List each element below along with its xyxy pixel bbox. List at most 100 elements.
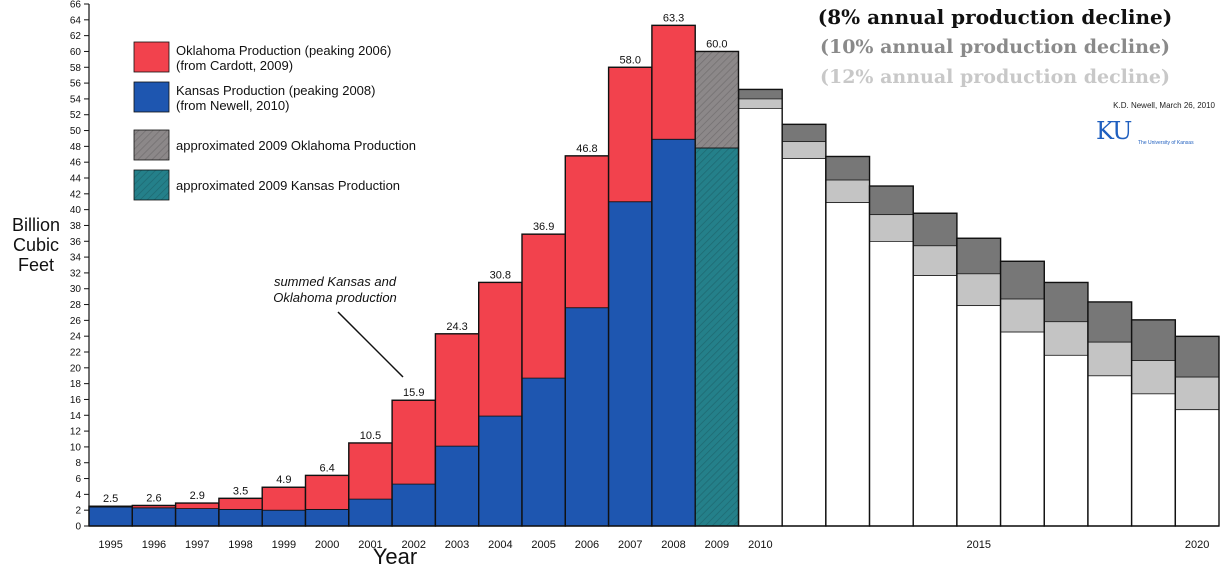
scenario-8-percent-title: (8% annual production decline) [817, 5, 1173, 29]
projection-segment-2017-10pct [1043, 321, 1089, 356]
projection-segment-2010-10pct [738, 98, 783, 109]
projection-segment-2020-12pct [1174, 409, 1220, 527]
data-label-2008: 63.3 [663, 12, 684, 24]
bar-kansas-2007 [608, 201, 653, 527]
projection-segment-2013-10pct [869, 214, 914, 242]
y-tick-label: 34 [70, 253, 82, 264]
x-tick-label-1998: 1998 [228, 539, 252, 551]
y-tick-label: 40 [70, 205, 82, 216]
y-axis-label-line-1: Billion [11, 215, 61, 235]
bar-oklahoma-2008 [651, 24, 696, 140]
y-tick-label: 38 [70, 221, 82, 232]
author-credit: K.D. Newell, March 26, 2010 [1113, 101, 1215, 110]
y-tick-label: 42 [70, 189, 82, 200]
legend-approx-oklahoma: approximated 2009 Oklahoma Production [176, 138, 416, 153]
y-tick-label: 14 [70, 411, 82, 422]
bar-kansas-2000 [305, 508, 350, 527]
projection-segment-2016-12pct [1000, 331, 1045, 527]
annotation-pointer [337, 311, 404, 378]
ku-logo: KU [1096, 117, 1132, 145]
y-tick-label: 60 [70, 47, 82, 58]
legend-kansas: Kansas Production (peaking 2008) (from N… [176, 83, 375, 113]
projection-segment-2013-12pct [869, 241, 914, 527]
y-tick-label: 46 [70, 158, 82, 169]
legend-oklahoma: Oklahoma Production (peaking 2006) (from… [176, 43, 391, 73]
y-tick-label: 22 [70, 348, 82, 359]
x-tick-label-2004: 2004 [488, 539, 512, 551]
bar-kansas-2009 [694, 147, 739, 527]
bar-kansas-2002 [391, 483, 436, 527]
projection-segment-2011-10pct [781, 141, 827, 159]
data-label-1998: 3.5 [233, 485, 248, 497]
projection-segment-2018-12pct [1087, 375, 1133, 527]
bar-oklahoma-1999 [261, 486, 306, 511]
y-tick-label: 32 [70, 268, 82, 279]
projection-segment-2015-10pct [956, 273, 1001, 307]
y-tick-label: 66 [70, 0, 82, 11]
projection-segment-2020-8pct [1174, 335, 1220, 378]
bar-oklahoma-2009 [694, 51, 739, 149]
bar-kansas-1995 [88, 506, 133, 527]
projection-segment-2019-8pct [1131, 319, 1176, 361]
x-tick-label-1996: 1996 [142, 539, 166, 551]
legend-oklahoma-source: (from Cardott, 2009) [176, 58, 294, 73]
y-tick-label: 0 [75, 522, 81, 533]
data-label-2009: 60.0 [706, 38, 727, 50]
y-tick-label: 30 [70, 284, 82, 295]
y-tick-label: 58 [70, 63, 82, 74]
projection-segment-2018-8pct [1087, 301, 1133, 343]
y-tick-label: 20 [70, 363, 82, 374]
y-tick-label: 6 [75, 474, 81, 485]
bar-oklahoma-2006 [564, 155, 609, 309]
ku-logo-subtext: The University of Kansas [1138, 140, 1194, 146]
y-tick-label: 26 [70, 316, 82, 327]
bar-kansas-1996 [131, 507, 177, 527]
data-label-2004: 30.8 [490, 269, 511, 281]
legend-swatch-approx-kansas [133, 169, 170, 201]
projection-segment-2016-8pct [1000, 260, 1045, 300]
data-label-2006: 46.8 [576, 143, 597, 155]
x-tick-label-2007: 2007 [618, 539, 642, 551]
y-axis: 0246810121416182022242628303234363840424… [70, 0, 90, 533]
legend-approx-kansas: approximated 2009 Kansas Production [176, 178, 401, 193]
projection-bars [737, 88, 1220, 527]
legend-swatch-kansas [133, 81, 170, 113]
bar-kansas-2001 [348, 498, 393, 527]
bar-oklahoma-1998 [218, 497, 263, 510]
data-label-2001: 10.5 [360, 430, 381, 442]
projection-segment-2015-8pct [956, 237, 1001, 275]
projection-segment-2011-8pct [781, 123, 827, 143]
data-label-2005: 36.9 [533, 221, 554, 233]
x-tick-label-2001: 2001 [358, 539, 382, 551]
y-tick-label: 4 [75, 490, 81, 501]
bar-kansas-2004 [478, 415, 523, 527]
x-tick-label-2005: 2005 [531, 539, 555, 551]
y-tick-label: 8 [75, 458, 81, 469]
projection-segment-2016-10pct [1000, 298, 1045, 333]
legend-oklahoma-name: Oklahoma Production (peaking 2006) [176, 43, 392, 58]
projection-segment-2018-10pct [1087, 341, 1133, 377]
y-axis-label-line-2: Cubic [12, 235, 60, 255]
data-label-1999: 4.9 [276, 474, 291, 486]
y-tick-label: 28 [70, 300, 82, 311]
bar-oklahoma-1997 [175, 502, 220, 509]
x-tick-label-2006: 2006 [575, 539, 599, 551]
y-tick-label: 48 [70, 142, 82, 153]
y-tick-label: 18 [70, 379, 82, 390]
y-tick-label: 54 [70, 94, 82, 105]
x-tick-label-2015: 2015 [967, 539, 991, 551]
data-label-2000: 6.4 [320, 462, 335, 474]
projection-segment-2020-10pct [1174, 376, 1220, 411]
projection-segment-2011-12pct [781, 158, 827, 527]
y-tick-label: 44 [70, 174, 82, 185]
projection-segment-2017-12pct [1043, 354, 1089, 527]
y-tick-label: 62 [70, 31, 82, 42]
annotation-summed: summed Kansas and Oklahoma production [273, 274, 397, 305]
x-tick-label-2020: 2020 [1185, 539, 1209, 551]
bar-oklahoma-2005 [521, 233, 566, 379]
scenario-10-percent-title: (10% annual production decline) [820, 36, 1170, 58]
data-label-1995: 2.5 [103, 493, 118, 505]
legend-kansas-name: Kansas Production (peaking 2008) [176, 83, 376, 98]
legend-swatch-approx-oklahoma [133, 129, 170, 161]
x-tick-label-2010: 2010 [748, 539, 772, 551]
